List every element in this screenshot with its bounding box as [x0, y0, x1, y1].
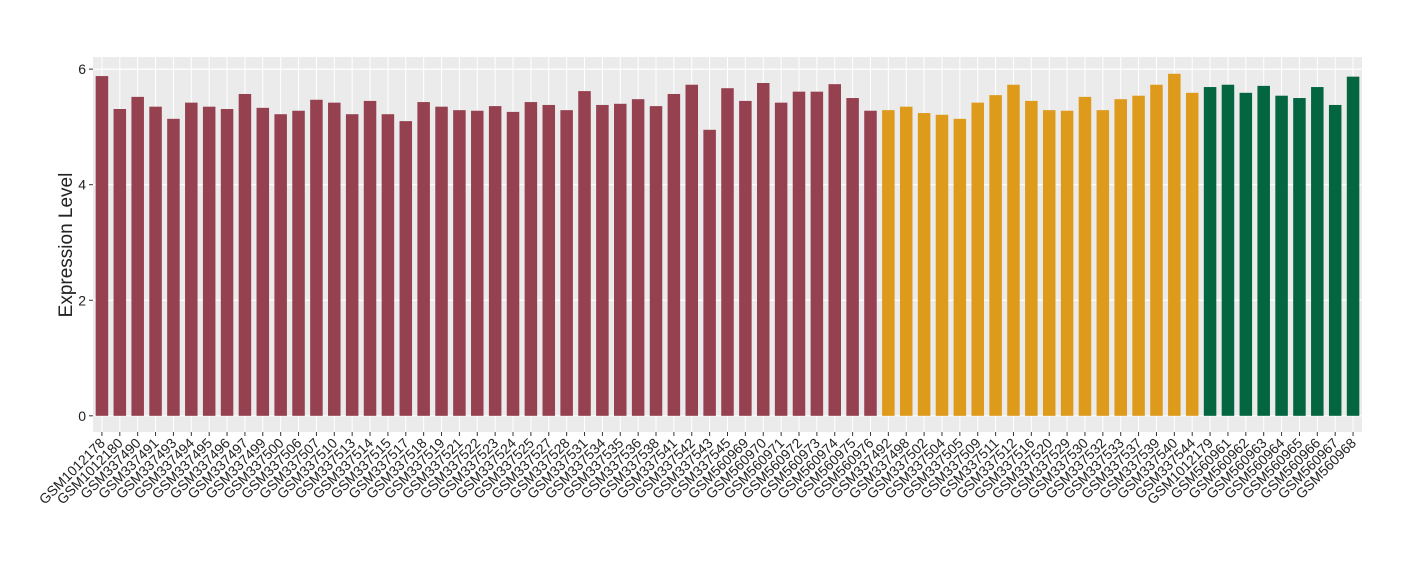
bar [1096, 110, 1110, 416]
bar [1346, 76, 1360, 416]
bar [989, 95, 1002, 416]
bar [1275, 95, 1288, 416]
y-tick-label: 6 [78, 61, 86, 77]
bar [363, 100, 377, 416]
y-tick-label: 0 [78, 408, 86, 424]
bar [453, 110, 466, 416]
bar [95, 76, 109, 416]
bar [256, 107, 270, 416]
bar [846, 98, 859, 416]
bar [399, 121, 413, 416]
bar [1150, 84, 1163, 416]
bar [1293, 98, 1306, 416]
bar [1311, 87, 1324, 416]
bar [631, 99, 645, 416]
bar [131, 96, 144, 416]
bar [1114, 99, 1127, 416]
bar [220, 109, 234, 416]
bar [953, 118, 967, 416]
bar [1060, 110, 1074, 416]
bar [435, 106, 448, 416]
bar [792, 91, 806, 416]
bar [774, 102, 788, 416]
bar [524, 102, 538, 416]
y-axis-label: Expression Level [56, 173, 77, 318]
bar [310, 99, 323, 416]
bar [113, 109, 127, 416]
bar [971, 102, 984, 416]
bar [721, 88, 734, 416]
bar [1328, 104, 1342, 416]
bar [1042, 110, 1056, 416]
bar [506, 111, 520, 416]
bar [828, 84, 841, 416]
bar [542, 104, 556, 416]
bar [238, 93, 252, 416]
bar [864, 110, 877, 416]
bar [292, 110, 305, 416]
bar [345, 114, 359, 416]
bar [1132, 95, 1145, 416]
bar [167, 118, 180, 416]
bar [1168, 73, 1181, 416]
bar [756, 83, 770, 416]
bar [614, 103, 627, 416]
bar [685, 84, 699, 416]
bar [1025, 100, 1038, 416]
bar [560, 110, 573, 416]
bar [274, 114, 287, 416]
bar [703, 129, 716, 416]
y-tick-label: 2 [78, 292, 86, 308]
bar [1185, 92, 1199, 416]
bar [471, 110, 484, 416]
bar [1007, 84, 1020, 416]
bar [202, 106, 216, 416]
bar [149, 106, 162, 416]
bar [935, 114, 949, 416]
bar [1239, 92, 1253, 416]
bar [667, 93, 681, 416]
bar [596, 104, 609, 416]
bar [1221, 84, 1235, 416]
bar [1203, 87, 1217, 416]
bar [1078, 96, 1092, 416]
bar [739, 100, 752, 416]
bar [328, 102, 341, 416]
bar [882, 110, 895, 416]
y-tick-label: 4 [78, 177, 86, 193]
bar [917, 113, 931, 416]
bar [578, 91, 591, 416]
bar [810, 91, 824, 416]
bar [899, 106, 913, 416]
bar [417, 102, 430, 416]
bar [649, 106, 663, 416]
bar [185, 102, 198, 416]
bar [1257, 85, 1270, 416]
bar [488, 106, 502, 416]
bar [381, 114, 395, 416]
